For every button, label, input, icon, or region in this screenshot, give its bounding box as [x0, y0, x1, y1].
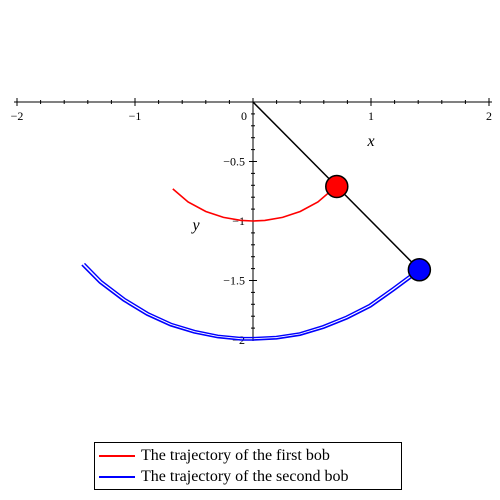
series-line-first-bob	[172, 185, 338, 222]
x-tick-label: −2	[11, 109, 24, 123]
legend-swatch-first-bob	[99, 454, 135, 457]
pendulum-plot: −2 −1 0 1 2−0.5−1−1.5−2xy	[11, 98, 492, 347]
series-line-second-bob	[81, 264, 420, 341]
legend: The trajectory of the first bob The traj…	[94, 442, 402, 490]
rod-1	[252, 101, 338, 188]
legend-entry-second-bob: The trajectory of the second bob	[95, 466, 401, 487]
y-tick-label: −1.5	[223, 274, 245, 288]
bob-2	[407, 258, 432, 282]
x-tick-label: 0	[241, 109, 247, 123]
legend-label-second-bob: The trajectory of the second bob	[141, 467, 349, 485]
x-axis-label: x	[366, 133, 374, 150]
bob-1	[325, 174, 349, 199]
legend-entry-first-bob: The trajectory of the first bob	[95, 445, 401, 466]
rod-2	[336, 185, 420, 271]
legend-swatch-second-bob	[99, 475, 135, 478]
series-line-second-bob-return	[84, 262, 418, 339]
y-tick-label: −1	[232, 214, 245, 228]
legend-label-first-bob: The trajectory of the first bob	[141, 446, 330, 464]
x-tick-label: 2	[486, 109, 492, 123]
y-tick-label: −0.5	[223, 155, 245, 169]
x-tick-label: −1	[129, 109, 142, 123]
y-axis-label: y	[190, 217, 200, 234]
x-tick-label: 1	[368, 109, 374, 123]
